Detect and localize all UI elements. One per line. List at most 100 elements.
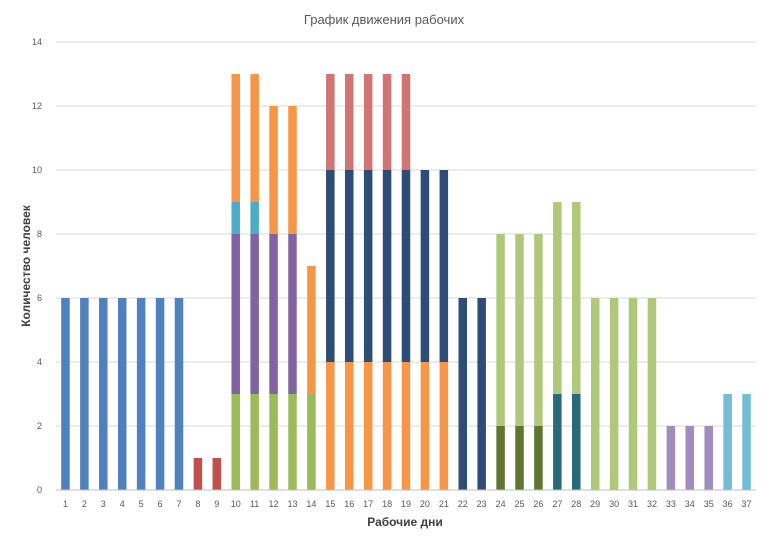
y-tick-label: 2 — [37, 421, 42, 431]
bar-segment-day-10-series-3 — [231, 394, 240, 490]
bar-segment-day-12-series-4 — [269, 234, 278, 394]
bar-segment-day-20-series-6 — [420, 362, 430, 490]
x-tick-label: 21 — [439, 499, 449, 509]
x-tick-label: 17 — [363, 499, 373, 509]
bar-segment-day-19-series-7 — [401, 170, 411, 362]
bar-segment-day-5-series-1 — [136, 298, 146, 490]
bar-segment-day-21-series-6 — [439, 362, 449, 490]
x-tick-label: 34 — [685, 499, 695, 509]
bar-segment-day-23-series-7 — [477, 298, 486, 490]
x-tick-label: 25 — [515, 499, 525, 509]
bar-segment-day-11-series-5 — [250, 202, 259, 234]
bar-segment-day-27-series-11 — [553, 202, 562, 394]
y-tick-label: 8 — [37, 229, 42, 239]
bar-segment-day-33-series-12 — [666, 426, 676, 490]
x-tick-label: 2 — [82, 499, 87, 509]
bar-segment-day-19-series-6 — [401, 362, 411, 490]
x-tick-label: 8 — [195, 499, 200, 509]
x-tick-label: 31 — [628, 499, 638, 509]
bar-segment-day-32-series-11 — [647, 298, 657, 490]
y-tick-label: 6 — [37, 293, 42, 303]
bar-segment-day-35-series-12 — [704, 426, 713, 490]
bar-segment-day-26-series-11 — [534, 234, 543, 426]
x-tick-label: 16 — [344, 499, 354, 509]
bar-segment-day-7-series-1 — [174, 298, 184, 490]
x-tick-label: 32 — [647, 499, 657, 509]
bar-segment-day-24-series-11 — [496, 234, 505, 426]
bar-segment-day-1-series-1 — [61, 298, 70, 490]
x-tick-label: 20 — [420, 499, 430, 509]
bar-segment-day-29-series-11 — [590, 298, 600, 490]
bar-segment-day-28-series-10 — [572, 394, 581, 490]
bar-segment-day-30-series-11 — [609, 298, 619, 490]
bar-segment-day-11-series-3 — [250, 394, 259, 490]
bar-segment-day-11-series-4 — [250, 234, 259, 394]
y-tick-label: 14 — [32, 37, 42, 47]
x-tick-label: 15 — [325, 499, 335, 509]
bar-segment-day-12-series-3 — [269, 394, 278, 490]
x-tick-label: 18 — [382, 499, 392, 509]
y-tick-label: 4 — [37, 357, 42, 367]
x-tick-label: 24 — [496, 499, 506, 509]
x-tick-label: 29 — [590, 499, 600, 509]
bar-segment-day-37-series-13 — [742, 394, 751, 490]
x-tick-label: 33 — [666, 499, 676, 509]
x-tick-label: 10 — [231, 499, 241, 509]
x-tick-label: 12 — [269, 499, 279, 509]
bar-segment-day-16-series-6 — [344, 362, 354, 490]
x-tick-label: 1 — [63, 499, 68, 509]
bar-segment-day-17-series-7 — [363, 170, 373, 362]
bar-segment-day-14-series-3 — [307, 394, 316, 490]
bar-segment-day-3-series-1 — [99, 298, 108, 490]
bar-segment-day-20-series-7 — [420, 170, 430, 362]
x-tick-label: 37 — [742, 499, 752, 509]
x-tick-label: 13 — [287, 499, 297, 509]
bar-segment-day-27-series-10 — [553, 394, 562, 490]
x-tick-label: 19 — [401, 499, 411, 509]
bar-segment-day-10-series-4 — [231, 234, 240, 394]
bar-segment-day-4-series-1 — [117, 298, 127, 490]
bar-segment-day-6-series-1 — [155, 298, 165, 490]
bar-segment-day-15-series-8 — [326, 74, 335, 170]
bar-segment-day-31-series-11 — [628, 298, 638, 490]
x-tick-label: 36 — [723, 499, 733, 509]
bar-segment-day-18-series-8 — [382, 74, 392, 170]
bar-segment-day-13-series-6 — [288, 106, 297, 234]
x-tick-label: 26 — [533, 499, 543, 509]
bar-segment-day-16-series-7 — [344, 170, 354, 362]
x-tick-label: 23 — [477, 499, 487, 509]
x-tick-label: 35 — [704, 499, 714, 509]
x-tick-label: 3 — [101, 499, 106, 509]
bar-segment-day-14-series-6 — [307, 266, 316, 394]
bars — [61, 74, 751, 490]
bar-segment-day-8-series-2 — [193, 458, 203, 490]
x-tick-label: 5 — [139, 499, 144, 509]
bar-segment-day-36-series-13 — [723, 394, 732, 490]
bar-segment-day-13-series-3 — [288, 394, 297, 490]
y-tick-label: 0 — [37, 485, 42, 495]
bar-segment-day-9-series-2 — [212, 458, 222, 490]
x-tick-label: 11 — [250, 499, 259, 509]
bar-segment-day-25-series-9 — [515, 426, 524, 490]
bar-segment-day-15-series-6 — [326, 362, 335, 490]
x-tick-label: 9 — [214, 499, 219, 509]
bar-segment-day-15-series-7 — [326, 170, 335, 362]
bar-segment-day-10-series-6 — [231, 74, 240, 202]
bar-segment-day-16-series-8 — [344, 74, 354, 170]
y-tick-label: 10 — [32, 165, 42, 175]
bar-segment-day-13-series-4 — [288, 234, 297, 394]
bar-segment-day-10-series-5 — [231, 202, 240, 234]
bar-segment-day-22-series-7 — [458, 298, 468, 490]
bar-segment-day-26-series-9 — [534, 426, 543, 490]
bar-segment-day-34-series-12 — [685, 426, 695, 490]
bar-segment-day-18-series-6 — [382, 362, 392, 490]
x-tick-label: 28 — [571, 499, 581, 509]
x-tick-label: 22 — [458, 499, 468, 509]
y-axis-title: Количество человек — [19, 204, 33, 327]
bar-segment-day-12-series-6 — [269, 106, 278, 234]
x-tick-label: 7 — [176, 499, 181, 509]
bar-segment-day-24-series-9 — [496, 426, 505, 490]
